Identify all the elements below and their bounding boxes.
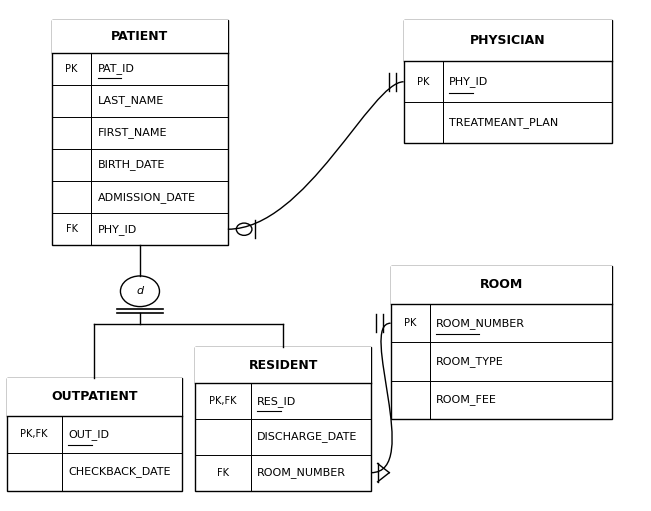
Text: DISCHARGE_DATE: DISCHARGE_DATE xyxy=(257,431,357,443)
FancyBboxPatch shape xyxy=(7,378,182,415)
Text: ROOM: ROOM xyxy=(480,278,523,291)
Text: ROOM_NUMBER: ROOM_NUMBER xyxy=(436,318,525,329)
Text: PAT_ID: PAT_ID xyxy=(98,63,135,74)
FancyBboxPatch shape xyxy=(391,266,612,419)
Text: FIRST_NAME: FIRST_NAME xyxy=(98,127,167,138)
Text: PHY_ID: PHY_ID xyxy=(98,224,137,235)
FancyBboxPatch shape xyxy=(52,20,228,53)
Text: CHECKBACK_DATE: CHECKBACK_DATE xyxy=(68,467,171,477)
Text: RESIDENT: RESIDENT xyxy=(249,359,318,372)
Text: BIRTH_DATE: BIRTH_DATE xyxy=(98,159,165,171)
Text: ROOM_TYPE: ROOM_TYPE xyxy=(436,356,504,367)
Text: PHY_ID: PHY_ID xyxy=(449,76,488,87)
Text: PK: PK xyxy=(404,318,417,328)
Text: TREATMEANT_PLAN: TREATMEANT_PLAN xyxy=(449,117,559,128)
FancyBboxPatch shape xyxy=(195,347,371,383)
Text: OUTPATIENT: OUTPATIENT xyxy=(51,390,137,403)
Text: PK,FK: PK,FK xyxy=(20,429,48,439)
FancyBboxPatch shape xyxy=(404,20,612,143)
FancyBboxPatch shape xyxy=(7,378,182,491)
Text: ADMISSION_DATE: ADMISSION_DATE xyxy=(98,192,196,202)
FancyBboxPatch shape xyxy=(404,20,612,61)
Text: PK: PK xyxy=(65,64,78,74)
Text: OUT_ID: OUT_ID xyxy=(68,429,109,440)
Text: d: d xyxy=(137,286,143,296)
FancyBboxPatch shape xyxy=(52,20,228,245)
Text: PATIENT: PATIENT xyxy=(111,30,169,43)
Text: LAST_NAME: LAST_NAME xyxy=(98,95,164,106)
Text: PHYSICIAN: PHYSICIAN xyxy=(470,34,546,48)
Text: PK,FK: PK,FK xyxy=(209,396,237,406)
Text: ROOM_NUMBER: ROOM_NUMBER xyxy=(257,467,346,478)
Text: PK: PK xyxy=(417,77,430,87)
Text: FK: FK xyxy=(66,224,77,234)
FancyBboxPatch shape xyxy=(195,347,371,491)
Text: ROOM_FEE: ROOM_FEE xyxy=(436,394,497,405)
FancyBboxPatch shape xyxy=(391,266,612,304)
Text: RES_ID: RES_ID xyxy=(257,396,296,407)
Text: FK: FK xyxy=(217,468,229,478)
